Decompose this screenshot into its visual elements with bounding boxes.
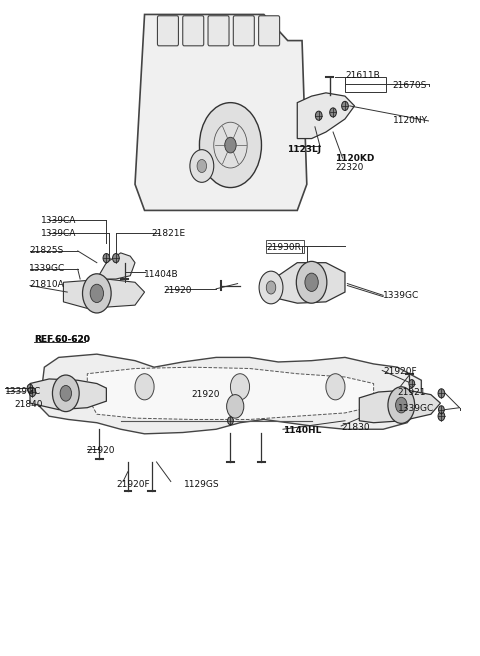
FancyBboxPatch shape	[183, 16, 204, 46]
Text: 21821E: 21821E	[152, 229, 186, 237]
Circle shape	[438, 389, 445, 398]
Circle shape	[113, 253, 119, 262]
FancyBboxPatch shape	[233, 16, 254, 46]
Text: 22320: 22320	[336, 163, 364, 172]
Circle shape	[296, 261, 327, 303]
Circle shape	[227, 395, 244, 418]
Text: 21825S: 21825S	[29, 246, 63, 255]
Circle shape	[305, 273, 318, 291]
Text: 1120NY: 1120NY	[393, 115, 428, 125]
Text: 1129GS: 1129GS	[184, 480, 219, 489]
Circle shape	[315, 111, 322, 120]
Circle shape	[190, 150, 214, 182]
Circle shape	[439, 405, 444, 413]
Polygon shape	[87, 367, 373, 419]
Polygon shape	[30, 379, 107, 409]
Text: 1339GC: 1339GC	[383, 291, 420, 300]
FancyBboxPatch shape	[157, 16, 179, 46]
Circle shape	[135, 374, 154, 400]
Polygon shape	[97, 253, 135, 279]
Circle shape	[438, 411, 445, 420]
Circle shape	[409, 380, 415, 388]
Text: 1123LJ: 1123LJ	[287, 145, 321, 154]
Circle shape	[259, 271, 283, 304]
Circle shape	[330, 108, 336, 117]
Text: 21830: 21830	[341, 422, 370, 432]
Text: 21921: 21921	[397, 388, 426, 396]
Polygon shape	[297, 93, 355, 138]
Text: 11404B: 11404B	[144, 270, 178, 279]
Circle shape	[342, 101, 348, 110]
Circle shape	[225, 137, 236, 153]
FancyBboxPatch shape	[259, 16, 280, 46]
Text: REF.60-620: REF.60-620	[34, 335, 90, 344]
Circle shape	[90, 284, 104, 302]
Circle shape	[396, 398, 407, 413]
Circle shape	[83, 274, 111, 313]
Polygon shape	[278, 262, 345, 303]
Text: 21920: 21920	[164, 285, 192, 295]
Circle shape	[60, 386, 72, 401]
Text: 21810A: 21810A	[29, 280, 64, 289]
Polygon shape	[63, 279, 144, 308]
Text: 21930R: 21930R	[266, 243, 301, 252]
Circle shape	[228, 417, 233, 424]
Polygon shape	[135, 14, 307, 211]
Circle shape	[199, 102, 262, 188]
Text: 1339GC: 1339GC	[397, 404, 434, 413]
Text: 21920F: 21920F	[116, 480, 150, 489]
Polygon shape	[360, 390, 441, 422]
Text: 21611B: 21611B	[345, 71, 380, 79]
Circle shape	[326, 374, 345, 400]
Circle shape	[388, 387, 415, 423]
Text: 1339CA: 1339CA	[40, 216, 76, 226]
Text: 21920: 21920	[192, 390, 220, 399]
Text: 21920: 21920	[86, 445, 115, 455]
Circle shape	[52, 375, 79, 411]
Circle shape	[197, 159, 206, 173]
Text: 21670S: 21670S	[393, 81, 427, 89]
Circle shape	[27, 384, 33, 392]
Text: 1339CA: 1339CA	[40, 229, 76, 237]
Text: 1339GC: 1339GC	[29, 264, 65, 273]
Text: 1140HL: 1140HL	[283, 426, 321, 435]
Text: 1120KD: 1120KD	[336, 154, 375, 163]
Text: 21920F: 21920F	[383, 367, 417, 377]
Circle shape	[103, 253, 110, 262]
Circle shape	[230, 374, 250, 400]
Text: 1339GC: 1339GC	[5, 387, 41, 396]
FancyBboxPatch shape	[208, 16, 229, 46]
Circle shape	[29, 388, 36, 397]
Text: 21840: 21840	[15, 400, 43, 409]
Polygon shape	[39, 354, 421, 434]
Circle shape	[266, 281, 276, 294]
Text: REF.60-620: REF.60-620	[34, 335, 90, 344]
